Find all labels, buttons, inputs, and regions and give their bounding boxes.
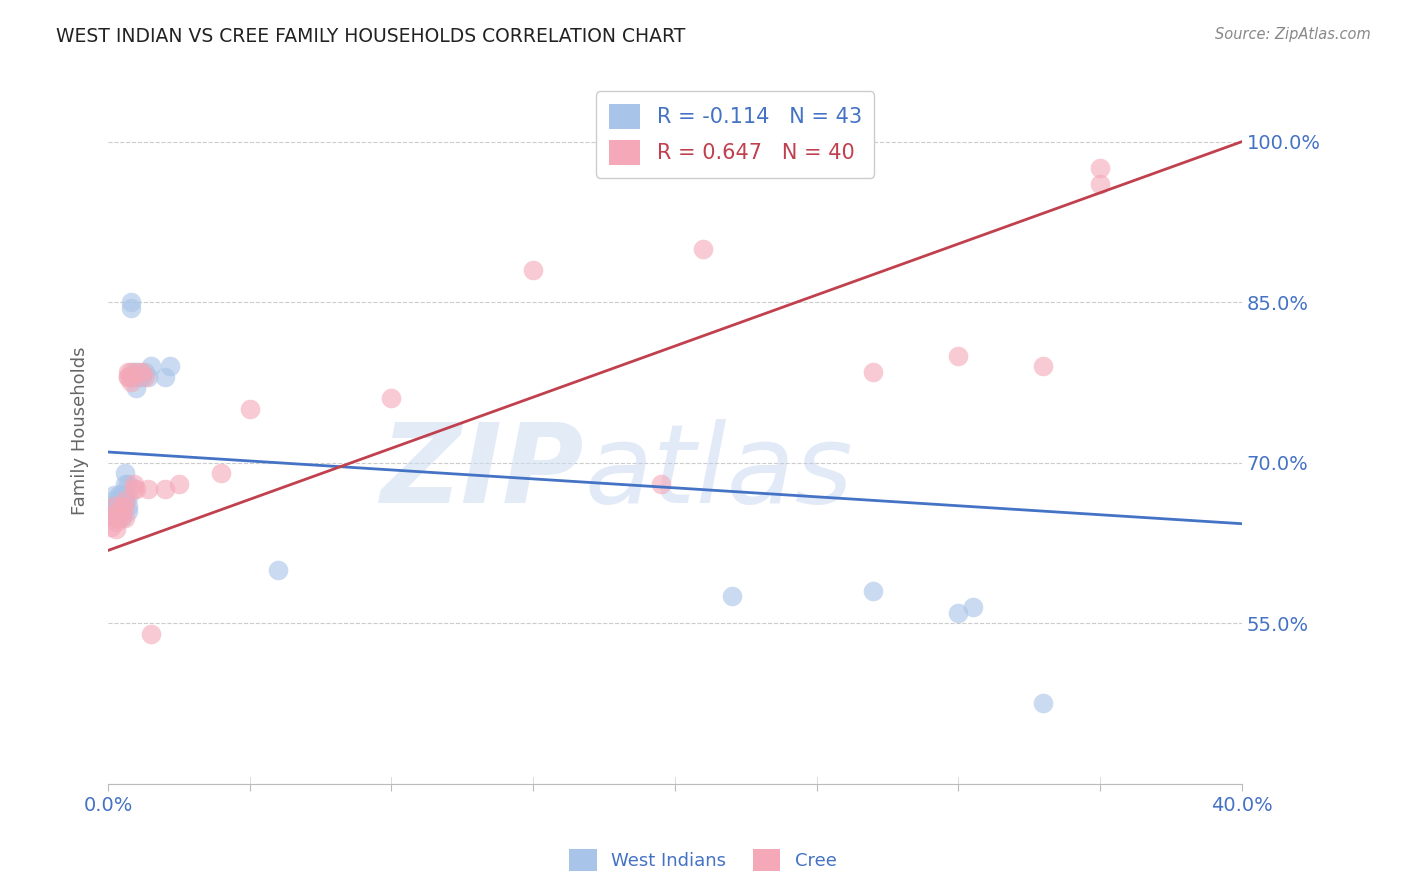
- Point: [117, 477, 139, 491]
- Point: [100, 509, 122, 524]
- Point: [125, 483, 148, 497]
- Point: [114, 511, 136, 525]
- Text: Source: ZipAtlas.com: Source: ZipAtlas.com: [1215, 27, 1371, 42]
- Point: [117, 499, 139, 513]
- Point: [120, 295, 142, 310]
- Point: [650, 477, 672, 491]
- Point: [1088, 161, 1111, 176]
- Point: [111, 499, 134, 513]
- Point: [267, 563, 290, 577]
- Point: [114, 493, 136, 508]
- Y-axis label: Family Households: Family Households: [72, 346, 89, 515]
- Point: [103, 493, 125, 508]
- Point: [105, 515, 128, 529]
- Point: [111, 485, 134, 500]
- Point: [1088, 178, 1111, 192]
- Point: [111, 490, 134, 504]
- Point: [122, 370, 145, 384]
- Point: [117, 365, 139, 379]
- Point: [948, 349, 970, 363]
- Point: [120, 301, 142, 315]
- Legend: West Indians, Cree: West Indians, Cree: [562, 842, 844, 879]
- Point: [114, 477, 136, 491]
- Point: [111, 509, 134, 524]
- Point: [131, 365, 153, 379]
- Point: [128, 370, 150, 384]
- Point: [122, 477, 145, 491]
- Point: [108, 509, 131, 524]
- Point: [114, 493, 136, 508]
- Point: [105, 499, 128, 513]
- Point: [139, 627, 162, 641]
- Point: [108, 511, 131, 525]
- Point: [128, 365, 150, 379]
- Point: [105, 522, 128, 536]
- Point: [862, 584, 884, 599]
- Point: [136, 370, 159, 384]
- Point: [117, 370, 139, 384]
- Point: [125, 365, 148, 379]
- Point: [134, 365, 156, 379]
- Point: [120, 365, 142, 379]
- Point: [122, 365, 145, 379]
- Point: [167, 477, 190, 491]
- Point: [962, 600, 984, 615]
- Point: [153, 370, 176, 384]
- Point: [131, 370, 153, 384]
- Point: [108, 493, 131, 508]
- Point: [108, 499, 131, 513]
- Point: [239, 402, 262, 417]
- Point: [103, 488, 125, 502]
- Point: [720, 590, 742, 604]
- Point: [948, 606, 970, 620]
- Text: atlas: atlas: [585, 419, 853, 526]
- Point: [105, 511, 128, 525]
- Point: [114, 467, 136, 481]
- Point: [117, 370, 139, 384]
- Point: [209, 467, 232, 481]
- Point: [100, 499, 122, 513]
- Point: [134, 370, 156, 384]
- Point: [153, 483, 176, 497]
- Point: [105, 504, 128, 518]
- Point: [125, 381, 148, 395]
- Point: [692, 242, 714, 256]
- Point: [120, 376, 142, 390]
- Point: [862, 365, 884, 379]
- Point: [120, 370, 142, 384]
- Point: [117, 504, 139, 518]
- Point: [122, 483, 145, 497]
- Point: [117, 490, 139, 504]
- Point: [159, 359, 181, 374]
- Point: [103, 509, 125, 524]
- Legend: R = -0.114   N = 43, R = 0.647   N = 40: R = -0.114 N = 43, R = 0.647 N = 40: [596, 91, 875, 178]
- Point: [120, 370, 142, 384]
- Point: [100, 509, 122, 524]
- Point: [108, 488, 131, 502]
- Point: [111, 511, 134, 525]
- Point: [114, 499, 136, 513]
- Point: [111, 499, 134, 513]
- Point: [103, 499, 125, 513]
- Point: [108, 504, 131, 518]
- Point: [1032, 697, 1054, 711]
- Text: WEST INDIAN VS CREE FAMILY HOUSEHOLDS CORRELATION CHART: WEST INDIAN VS CREE FAMILY HOUSEHOLDS CO…: [56, 27, 686, 45]
- Point: [1032, 359, 1054, 374]
- Point: [114, 488, 136, 502]
- Text: ZIP: ZIP: [381, 419, 585, 526]
- Point: [136, 483, 159, 497]
- Point: [380, 392, 402, 406]
- Point: [522, 263, 544, 277]
- Point: [100, 520, 122, 534]
- Point: [139, 359, 162, 374]
